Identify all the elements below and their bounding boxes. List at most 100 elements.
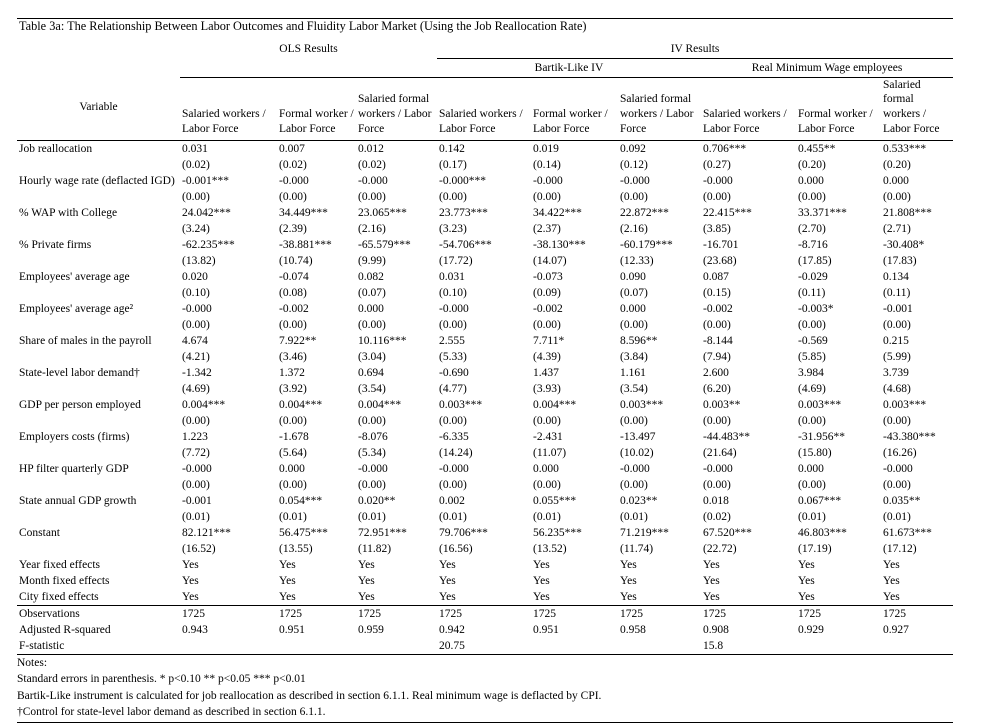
se-cell: (3.84) (620, 351, 648, 364)
column-header: Salaried formal workers / Labor Force (356, 77, 437, 142)
table-row: Hourly wage rate (deflacted IGD) -0.001**… (17, 173, 953, 189)
coef-cell: 0.455** (798, 143, 836, 156)
coef-cell: -0.001*** (182, 175, 229, 188)
se-cell: (3.85) (703, 223, 731, 236)
row-label: Adjusted R-squared (19, 624, 111, 637)
coef-cell: 0.004*** (182, 399, 226, 412)
se-cell: (0.11) (883, 287, 911, 300)
se-cell: (17.85) (798, 255, 832, 268)
stat-cell: 1725 (796, 605, 881, 623)
se-cell: (13.55) (279, 543, 313, 556)
column-header: Salaried formal workers / Labor Force (881, 77, 954, 142)
se-cell: (3.92) (279, 383, 307, 396)
coef-cell: -38.881*** (279, 239, 332, 252)
stat-cell: 0.959 (358, 624, 384, 637)
table-row: (0.02) (0.02) (0.02) (0.17) (0.14) (0.12) (0.2… (17, 157, 953, 173)
row-label: HP filter quarterly GDP (19, 463, 129, 476)
se-cell: (10.02) (620, 447, 654, 460)
stat-cell: 0.951 (279, 624, 305, 637)
se-cell: (2.70) (798, 223, 826, 236)
coef-cell: 0.019 (533, 143, 559, 156)
coef-cell: -0.000 (620, 463, 650, 476)
stat-cell: 1725 (277, 605, 356, 623)
fixed-effect-cell: Yes (620, 591, 637, 604)
coef-cell: 34.449*** (279, 207, 328, 220)
table-row: (4.69) (3.92) (3.54) (4.77) (3.93) (3.54) (6.2… (17, 381, 953, 397)
notes-block: Notes: Standard errors in parenthesis. *… (17, 655, 953, 723)
coef-cell: -0.569 (798, 335, 828, 348)
row-label: State annual GDP growth (19, 495, 137, 508)
coef-cell: 23.065*** (358, 207, 407, 220)
coef-cell: 82.121*** (182, 527, 231, 540)
coef-cell: 0.003*** (620, 399, 664, 412)
fixed-effect-cell: Yes (798, 575, 815, 588)
table-row: (3.24) (2.39) (2.16) (3.23) (2.37) (2.16) (3.8… (17, 221, 953, 237)
row-label: Observations (17, 605, 180, 623)
stat-cell: 1725 (701, 605, 796, 623)
se-cell: (0.00) (703, 415, 731, 428)
table-header: Table 3a: The Relationship Between Labor… (17, 19, 954, 142)
row-label: Year fixed effects (19, 559, 101, 572)
coef-cell: -0.000 (182, 303, 212, 316)
notes-heading: Notes: (17, 657, 48, 670)
fixed-effect-cell: Yes (439, 591, 456, 604)
table-row: (0.00) (0.00) (0.00) (0.00) (0.00) (0.00) (0.0… (17, 317, 953, 333)
coef-cell: -8.144 (703, 335, 733, 348)
table-row: % Private firms -62.235*** -38.881*** -65.5… (17, 237, 953, 253)
coef-cell: -0.003* (798, 303, 834, 316)
coef-cell: -6.335 (439, 431, 469, 444)
row-label (17, 349, 180, 365)
stat-cell: 0.927 (883, 624, 909, 637)
coef-cell: -31.956** (798, 431, 845, 444)
coef-cell: -0.000 (439, 463, 469, 476)
fixed-effect-cell: Yes (533, 559, 550, 572)
se-cell: (0.01) (883, 511, 911, 524)
row-label: GDP per person employed (19, 399, 141, 412)
coef-cell: 0.035** (883, 495, 921, 508)
se-cell: (0.10) (182, 287, 210, 300)
se-cell: (0.01) (439, 511, 467, 524)
se-cell: (2.37) (533, 223, 561, 236)
table-row: Constant 82.121*** 56.475*** 72.951*** 79.70… (17, 525, 953, 541)
coef-cell: 0.004*** (279, 399, 323, 412)
subgroup-header-row: Bartik-Like IV Real Minimum Wage employe… (17, 58, 954, 78)
coef-cell: 0.007 (279, 143, 305, 156)
se-cell: (0.00) (182, 479, 210, 492)
coef-cell: -8.716 (798, 239, 828, 252)
f-statistic-row: F-statistic 20.75 15.8 (17, 638, 954, 656)
ols-results-header: OLS Results (279, 42, 338, 55)
se-cell: (0.20) (798, 159, 826, 172)
fixed-effect-cell: Yes (883, 559, 900, 572)
se-cell: (7.94) (703, 351, 731, 364)
se-cell: (0.00) (703, 319, 731, 332)
coef-cell: -0.000 (533, 175, 563, 188)
coef-cell: -1.678 (279, 431, 309, 444)
column-header: Formal worker / Labor Force (277, 77, 356, 142)
se-cell: (0.20) (883, 159, 911, 172)
row-label (17, 541, 180, 557)
coef-cell: 0.000 (620, 303, 646, 316)
coef-cell: 0.002 (439, 495, 465, 508)
table-row: (4.21) (3.46) (3.04) (5.33) (4.39) (3.84) (7.9… (17, 349, 953, 365)
fixed-effect-cell: Yes (533, 591, 550, 604)
se-cell: (16.52) (182, 543, 216, 556)
coef-cell: -0.002 (533, 303, 563, 316)
coef-cell: 7.922** (279, 335, 317, 348)
coef-cell: 0.003*** (798, 399, 842, 412)
se-cell: (17.83) (883, 255, 917, 268)
stat-cell: 0.908 (703, 624, 729, 637)
coef-cell: -0.029 (798, 271, 828, 284)
coef-cell: -0.000 (182, 463, 212, 476)
se-cell: (16.26) (883, 447, 917, 460)
fixed-effect-cell: Yes (182, 559, 199, 572)
se-cell: (0.00) (439, 479, 467, 492)
table-row: (0.00) (0.00) (0.00) (0.00) (0.00) (0.00) (0.0… (17, 413, 953, 429)
note-significance: Standard errors in parenthesis. * p<0.10… (17, 673, 306, 686)
se-cell: (0.00) (533, 479, 561, 492)
coef-cell: 72.951*** (358, 527, 407, 540)
se-cell: (0.11) (798, 287, 826, 300)
se-cell: (0.00) (182, 319, 210, 332)
coef-cell: 21.808*** (883, 207, 932, 220)
table-row: (13.82) (10.74) (9.99) (17.72) (14.07) (12.33… (17, 253, 953, 269)
table-row: Share of males in the payroll 4.674 7.922*… (17, 333, 953, 349)
